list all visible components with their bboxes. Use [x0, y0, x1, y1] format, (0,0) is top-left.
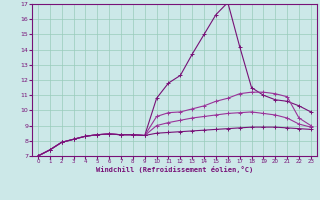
X-axis label: Windchill (Refroidissement éolien,°C): Windchill (Refroidissement éolien,°C): [96, 166, 253, 173]
